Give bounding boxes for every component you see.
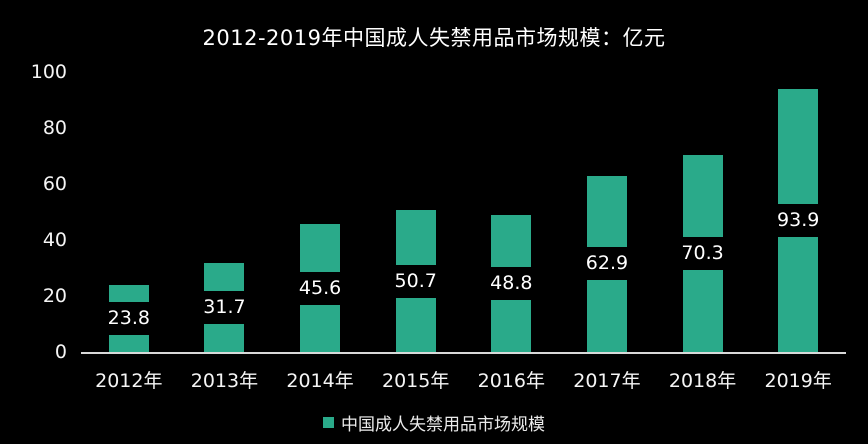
legend-swatch <box>323 417 334 428</box>
y-tick-label: 60 <box>42 173 67 195</box>
x-tick-label: 2018年 <box>668 370 737 392</box>
bar-2018年: 70.3 <box>670 155 735 352</box>
bar-value-label: 70.3 <box>670 237 735 271</box>
y-tick-label: 100 <box>30 61 67 83</box>
x-tick-label: 2014年 <box>286 370 354 392</box>
x-tick-label: 2016年 <box>477 370 545 392</box>
bar-2019年: 93.9 <box>766 89 831 352</box>
y-tick-label: 80 <box>42 117 67 139</box>
bar-value-label: 50.7 <box>383 264 448 298</box>
legend: 中国成人失禁用品市场规模 <box>0 410 868 435</box>
x-axis: 2012年 2013年 2014年 2015年 2016年 2017年 2018年 2019年 <box>81 366 846 392</box>
plot-area: 23.8 31.7 45.6 50.7 48.8 62.9 70.3 93.9 <box>81 72 846 354</box>
bar-value-label: 62.9 <box>574 247 639 281</box>
bar-value-label: 93.9 <box>766 204 831 238</box>
bar-value-label: 23.8 <box>96 302 161 336</box>
y-tick-label: 0 <box>54 341 67 363</box>
x-tick-label: 2019年 <box>764 370 832 392</box>
bar-2013年: 31.7 <box>192 263 257 352</box>
bar-2012年: 23.8 <box>96 285 161 352</box>
bar-value-label: 48.8 <box>479 267 544 301</box>
bar-2015年: 50.7 <box>383 210 448 352</box>
legend-label: 中国成人失禁用品市场规模 <box>341 415 545 435</box>
y-tick-label: 20 <box>42 285 67 307</box>
x-tick-label: 2012年 <box>95 370 163 392</box>
bar-2017年: 62.9 <box>574 175 639 352</box>
bar-2014年: 45.6 <box>288 224 353 352</box>
x-tick-label: 2017年 <box>573 370 641 392</box>
x-tick-label: 2013年 <box>190 370 259 392</box>
x-tick-label: 2015年 <box>382 370 450 392</box>
bar-value-label: 45.6 <box>288 271 353 305</box>
y-tick-label: 40 <box>42 229 67 251</box>
bar-2016年: 48.8 <box>479 215 544 352</box>
bar-value-label: 31.7 <box>192 291 257 325</box>
chart-title: 2012-2019年中国成人失禁用品市场规模：亿元 <box>202 26 666 50</box>
